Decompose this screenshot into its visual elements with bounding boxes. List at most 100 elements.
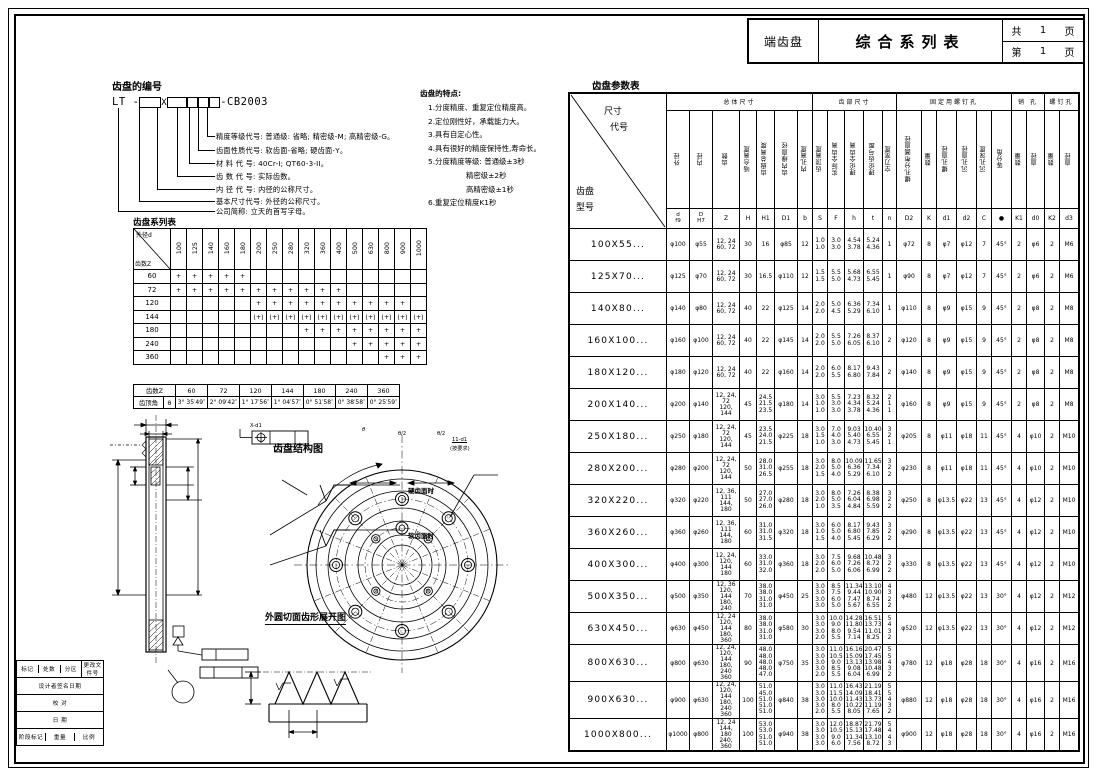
series-cell: + [314, 282, 331, 297]
series-cell [186, 309, 203, 324]
param-model-cell: 180X120... [568, 356, 667, 389]
param-col-name: 内孔高度 [797, 109, 813, 210]
param-cell-D2: φ140 [896, 356, 922, 389]
param-table: 尺寸 代号 齿盘 型号 总体尺寸 齿部尺寸 固定用螺钉孔销 孔螺钉孔 外径 内径 齿数 啮合高度 齿盘… [568, 92, 1080, 752]
param-cell-d0: φ12 [1026, 484, 1045, 517]
param-cell-d: φ900 [666, 681, 690, 719]
param-col-name: 内径 [689, 109, 713, 210]
param-cell-d3: M8 [1059, 356, 1080, 389]
half-theta-right: θ/2 [437, 431, 446, 437]
param-cell-D: φ260 [689, 516, 713, 549]
param-cell-D: φ100 [689, 324, 713, 357]
series-cell [250, 350, 267, 365]
leader-h-6 [139, 201, 215, 202]
param-cell-d3: M8 [1059, 324, 1080, 357]
leader-v-6 [139, 108, 140, 201]
btitle-cell-0-3: 更改文件号 [81, 661, 103, 677]
soft-tooth-label: 软齿面时 [408, 532, 434, 540]
param-cell-D2: φ110 [896, 292, 922, 325]
param-cell-d2: φ18 [956, 452, 977, 485]
series-cell: + [314, 296, 331, 311]
param-cell-K2: 2 [1044, 681, 1060, 719]
param-cell-d0: φ8 [1026, 292, 1045, 325]
designation-code: LT - X -CB2003 [112, 96, 268, 108]
legend-precision: 精度等级代号: 普通级: 省略; 精密级-M; 高精密级-G。 [216, 132, 395, 141]
title-block: 端齿盘 综合系列表 共 1 页 第 1 页 [747, 18, 1085, 64]
param-cell-t: 20.47 17.45 13.98 10.48 6.99 [863, 644, 883, 682]
param-cell-t: 9.43 7.85 6.29 [863, 516, 883, 549]
param-cell-D2: φ160 [896, 388, 922, 421]
series-cell [202, 296, 219, 311]
param-model-cell: 900X630... [568, 681, 667, 719]
param-cell-ang: 30° [991, 644, 1012, 682]
param-cell-K: 8 [921, 484, 937, 517]
series-cell [266, 269, 283, 284]
param-cell-d: φ180 [666, 356, 690, 389]
series-cell: + [282, 282, 299, 297]
series-cell: + [362, 296, 379, 311]
angle-value: 2° 09′42″ [207, 396, 240, 409]
param-cell-d0: φ16 [1026, 681, 1045, 719]
param-cell-D: φ140 [689, 388, 713, 421]
param-cell-C: 18 [976, 718, 992, 752]
series-cell [362, 282, 379, 297]
series-corner-cell: 外径d 齿数Z [133, 228, 171, 270]
param-cell-K1: 4 [1011, 484, 1027, 517]
series-cell: + [330, 296, 347, 311]
param-cell-Z: 12, 24, 72 120, 144 [712, 420, 740, 453]
param-col-name: 直径 [1026, 109, 1045, 210]
param-cell-K2: 2 [1044, 324, 1060, 357]
param-cell-D: φ300 [689, 548, 713, 581]
param-col-symbol: d0 [1026, 208, 1045, 229]
xd1-note: X-d1 [250, 423, 262, 429]
param-col-name: 理论齿与距 [863, 109, 883, 210]
param-table-row: 800X630... φ800 φ630 12, 24, 120, 144 180, 24… [568, 644, 1080, 682]
param-cell-ang: 45° [991, 516, 1012, 549]
param-cell-K2: 2 [1044, 420, 1060, 453]
series-col-header: 500 [346, 228, 363, 270]
current-page-value: 1 [1039, 46, 1047, 58]
series-cell [218, 350, 235, 365]
param-group-header: 螺钉孔 [1044, 92, 1080, 111]
param-cell-n: 1 [882, 228, 897, 261]
param-cell-K2: 2 [1044, 388, 1060, 421]
param-cell-ang: 45° [991, 260, 1012, 293]
param-cell-K1: 4 [1011, 580, 1027, 613]
param-cell-Z: 12, 24 144, 180 240, 360 [712, 718, 740, 752]
param-cell-d3: M10 [1059, 484, 1080, 517]
series-row-header: 144 [133, 309, 171, 324]
series-cell [314, 269, 331, 284]
current-page-label: 第 [1011, 48, 1022, 60]
leader-h-5 [157, 189, 215, 190]
param-cell-H: 45 [739, 420, 757, 453]
series-cell [186, 296, 203, 311]
param-cell-K1: 4 [1011, 612, 1027, 645]
param-cell-K: 8 [921, 292, 937, 325]
series-cell: + [298, 282, 315, 297]
series-cell [234, 350, 251, 365]
param-cell-C: 7 [976, 260, 992, 293]
param-cell-h: 4.54 3.78 [844, 228, 864, 261]
series-row-header: 240 [133, 336, 171, 351]
series-cell: (+) [282, 309, 299, 324]
param-cell-D1: φ450 [774, 580, 798, 613]
param-cell-h: 5.68 4.73 [844, 260, 864, 293]
leader-v-7 [118, 108, 119, 211]
series-cell [330, 350, 347, 365]
series-cell: + [234, 282, 251, 297]
param-cell-d2: φ22 [956, 580, 977, 613]
param-cell-D2: φ250 [896, 484, 922, 517]
param-cell-D: φ80 [689, 292, 713, 325]
param-model-cell: 140X80... [568, 292, 667, 325]
series-cell [266, 350, 283, 365]
angle-teeth-value: 120 [239, 384, 272, 397]
param-cell-K: 12 [921, 580, 937, 613]
param-table-row: 500X350... φ500 φ350 12, 36 120, 144 180, 240… [568, 580, 1080, 613]
param-cell-Z: 12, 24, 72 120, 144 [712, 452, 740, 485]
series-cell: + [346, 323, 363, 338]
param-cell-d3: M8 [1059, 388, 1080, 421]
param-cell-S: 3.0 2.0 1.0 [812, 484, 828, 517]
drawing-views: 齿盘结构图 外圆切面齿形展开图 硬齿面时 软齿面时 X-d1 11-d1 (按要… [90, 405, 560, 755]
